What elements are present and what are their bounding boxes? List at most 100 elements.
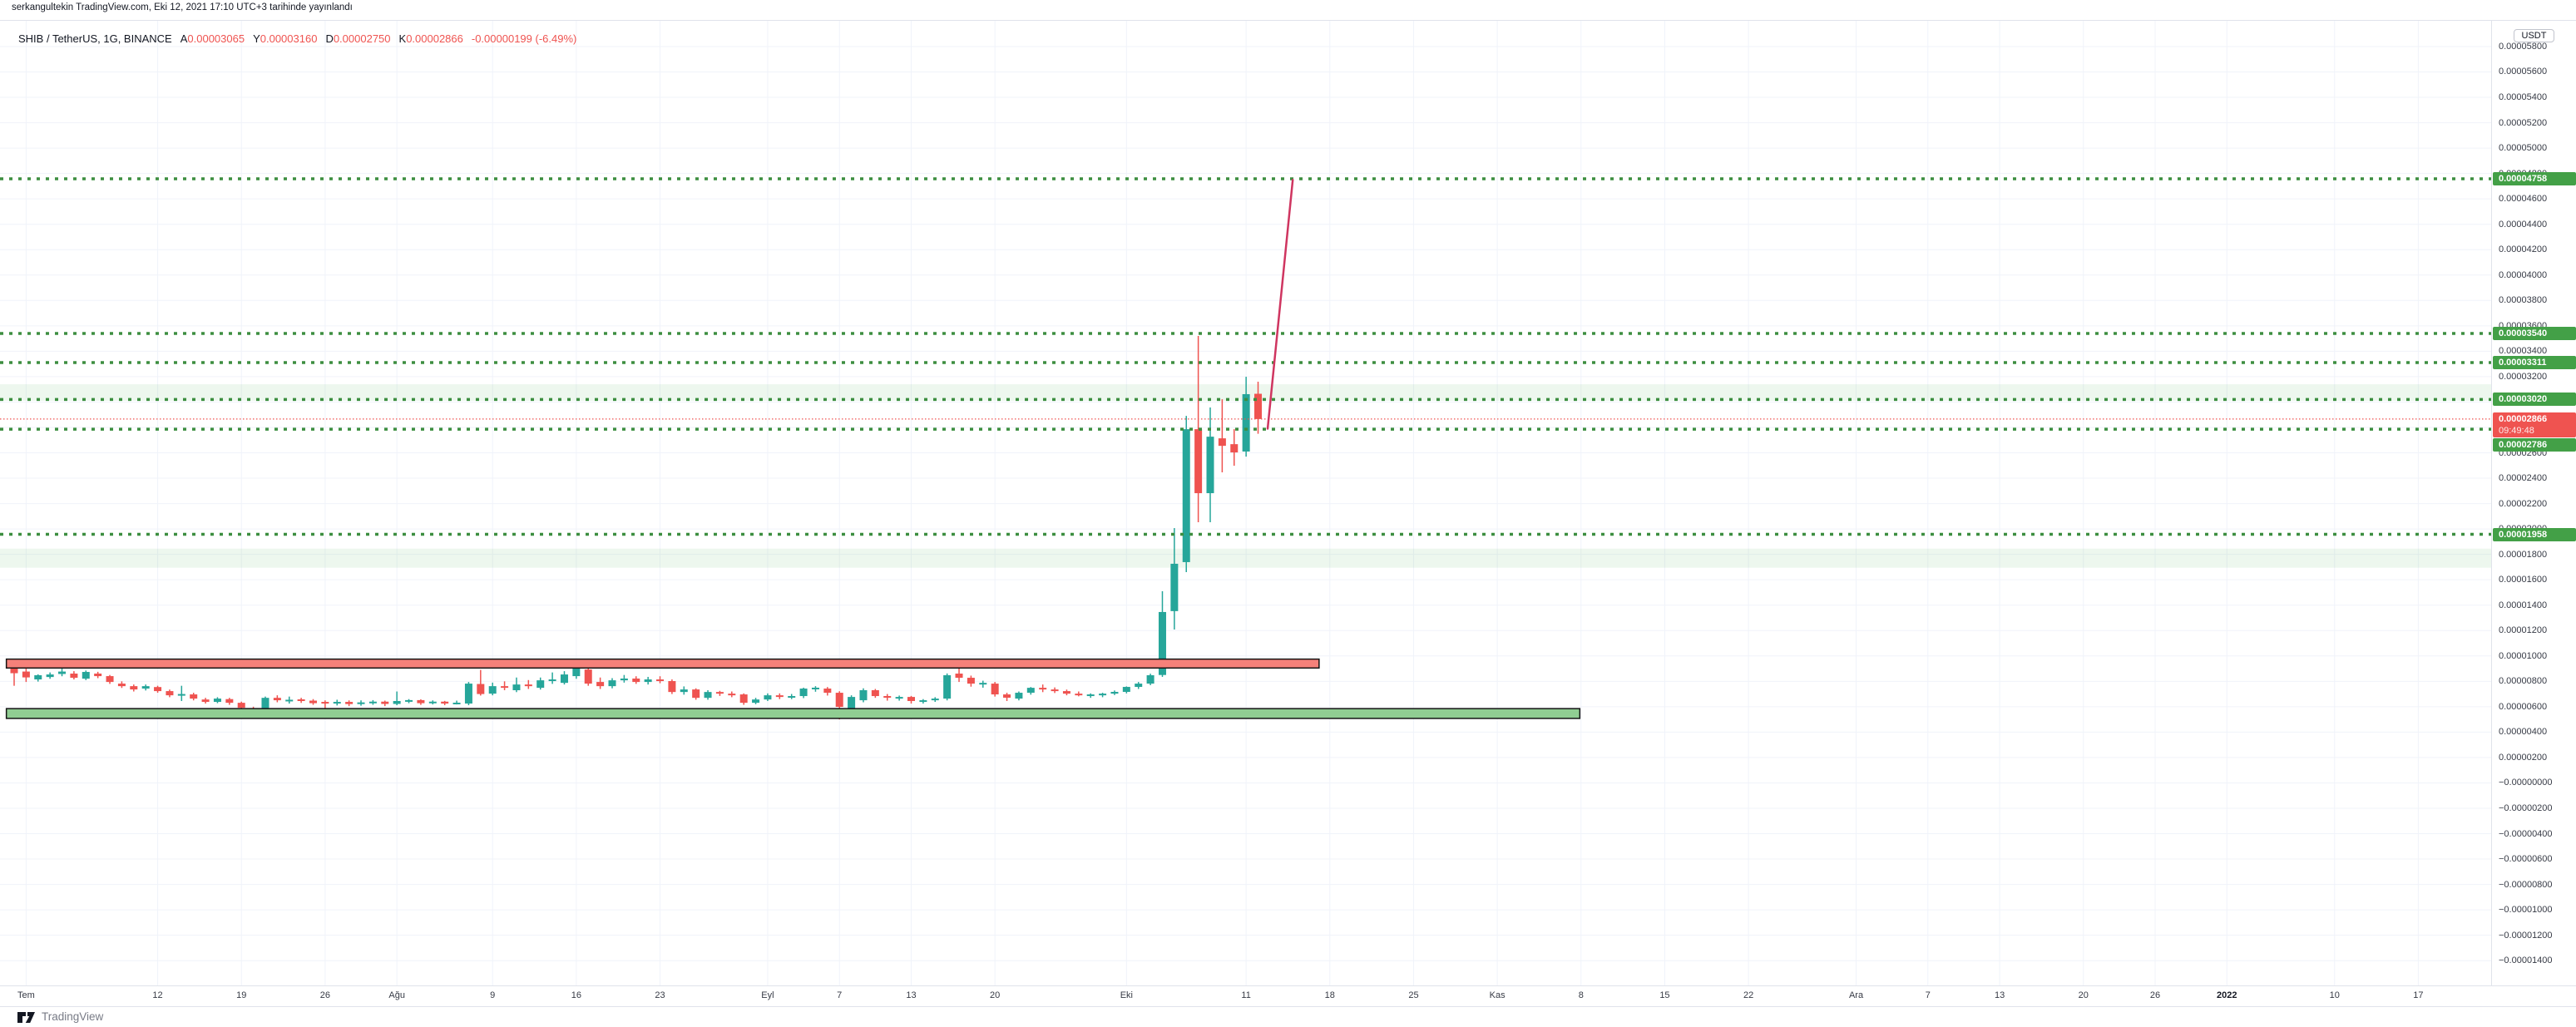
time-tick-label: 10 [2329,990,2340,1000]
candle-body [1003,694,1011,699]
candle-body [764,695,772,700]
price-tick-label: 0.00003800 [2499,295,2548,306]
candle-body [10,668,18,674]
price-tick-label: 0.00002400 [2499,473,2548,484]
currency-badge[interactable]: USDT [2513,29,2555,42]
tradingview-logo-icon[interactable] [17,1010,37,1027]
price-tick-label: −0.00001000 [2499,905,2553,916]
current-price-value: 0.00002866 [2499,413,2548,424]
candle-body [775,695,784,698]
candle-body [548,679,556,682]
price-level-label: 0.00003311 [2493,355,2576,369]
price-chart[interactable] [0,21,2491,985]
price-axis[interactable]: USDT 0.00005800 0.00005600 0.00005400 0.000… [2491,21,2576,985]
candle-body [967,678,975,684]
candle-body [1194,429,1203,494]
candle-body [1170,563,1179,611]
price-tick-label: −0.00000400 [2499,828,2553,839]
candle-body [668,681,676,693]
time-tick-label: 20 [2078,990,2089,1000]
candle-body [130,686,138,690]
demand-zone-green [5,708,1581,719]
time-tick-label: 20 [990,990,1001,1000]
trend-line [1266,179,1294,430]
candle-body [524,684,532,687]
candle-body [285,699,294,702]
time-tick-label: 26 [319,990,330,1000]
price-tick-label: 0.00004000 [2499,269,2548,280]
price-tick-label: 0.00003200 [2499,371,2548,382]
candle-body [1062,691,1070,694]
footer: TradingView [0,1006,2576,1027]
candle-body [1099,694,1107,696]
candle-body [739,694,748,704]
candle-body [368,701,377,704]
price-tick-label: 0.00005800 [2499,41,2548,52]
time-tick-label: 25 [1408,990,1419,1000]
price-tick-label: 0.00000400 [2499,727,2548,738]
tradingview-wordmark[interactable]: TradingView [42,1010,104,1023]
time-tick-label: 22 [1743,990,1754,1000]
price-tick-label: 0.00001600 [2499,575,2548,585]
candle-body [632,678,640,683]
ohlc-high: Y0.00003160 [253,32,318,45]
time-tick-label: 26 [2149,990,2161,1000]
candle-body [715,692,724,694]
candle-body [1242,393,1250,452]
time-tick-label: Eki [1120,990,1133,1000]
price-tick-label: −0.00000200 [2499,802,2553,813]
candle-body [752,699,760,704]
candle-body [321,702,329,704]
time-tick-label: 23 [655,990,665,1000]
candle-body [728,694,736,696]
candle-body [141,686,150,689]
ohlc-low: D0.00002750 [325,32,391,45]
candle-body [919,700,927,703]
candle-body [680,689,688,693]
time-tick-label: 11 [1241,990,1251,1000]
symbol-title[interactable]: SHIB / TetherUS, 1G, BINANCE [18,32,172,45]
candle-body [501,686,509,689]
candle-body [943,674,952,699]
price-tick-label: 0.00000800 [2499,676,2548,687]
candle-body [297,699,305,701]
candle-body [154,687,162,692]
price-level-label: 0.00001958 [2493,527,2576,541]
candle-body [488,686,497,694]
candle-body [106,676,114,683]
candle-body [560,674,568,684]
candle-body [536,680,545,689]
chart-legend[interactable]: SHIB / TetherUS, 1G, BINANCE A0.00003065… [18,31,576,46]
candle-body [788,696,796,699]
candle-body [848,697,856,709]
time-axis[interactable]: Tem 12 19 26 Ağu 9 16 23 Eyl 7 13 20 Eki 11 18 25 Kas 8 15… [0,985,2576,1006]
candle-body [1182,429,1190,562]
candle-body [955,674,963,679]
candle-body [428,701,437,704]
candle-body [1158,611,1166,675]
price-level-label: 0.00004758 [2493,172,2576,186]
time-tick-label: 8 [1578,990,1584,1000]
time-tick-label: 9 [490,990,496,1000]
price-tick-label: 0.00001800 [2499,549,2548,560]
candle-body [225,699,234,704]
candle-body [1026,688,1035,694]
candle-body [333,702,341,704]
time-tick-label: Kas [1489,990,1506,1000]
price-tick-label: −0.00000600 [2499,854,2553,865]
candle-body [644,679,652,683]
candle-body [1146,674,1155,684]
candle-body [70,674,78,679]
time-tick-label: 13 [906,990,917,1000]
candle-body [417,699,425,704]
price-tick-label: 0.00005600 [2499,67,2548,77]
candle-body [1086,694,1095,697]
candle-body [190,694,198,699]
candle-body [1015,693,1023,699]
price-tick-label: 0.00003400 [2499,346,2548,357]
candle-body [811,687,819,689]
candle-body [883,696,892,699]
candle-body [1110,691,1119,694]
candle-body [895,697,903,699]
time-tick-label: 17 [2413,990,2424,1000]
